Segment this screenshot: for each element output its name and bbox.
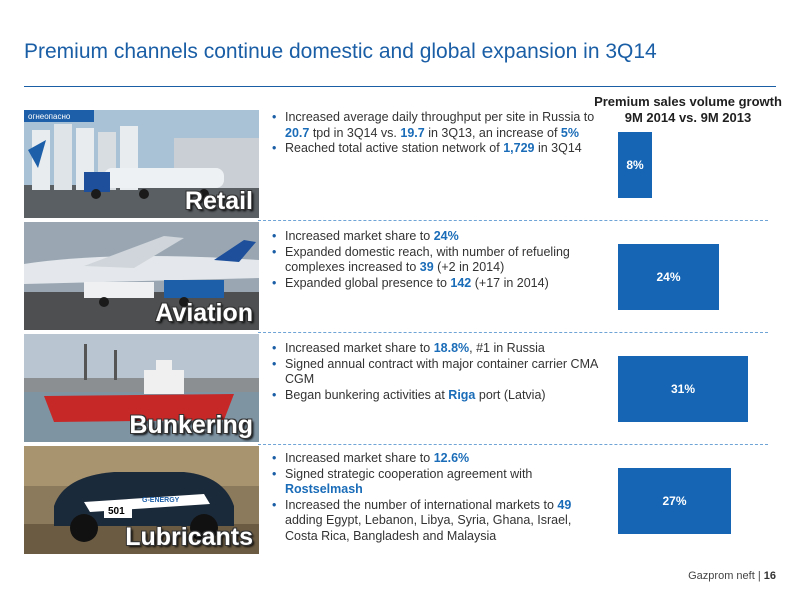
bullet: Expanded global presence to 142 (+17 in … [271,276,606,292]
footer-company: Gazprom neft | [688,570,761,582]
warning-sign-text: огнеопасно [28,112,71,121]
car-brand-decal: G-ENERGY [142,497,180,504]
bar-lubricants [618,468,731,534]
bunkering-photo: Bunkering [24,334,259,442]
bar-aviation [618,244,719,310]
lubricants-photo: 501 G-ENERGY Lubricants [24,446,259,554]
bar-bunkering [618,356,748,422]
retail-photo: огнеопасно Retail [24,110,259,218]
bunkering-bullets: Increased market share to 18.8%, #1 in R… [271,341,606,403]
bar-retail [618,132,652,198]
bullet: Increased market share to 18.8%, #1 in R… [271,341,606,357]
bar-value-label: 27% [662,494,687,508]
bullet: Increased the number of international ma… [271,498,606,545]
footer: Gazprom neft | 16 [688,570,776,582]
bar-value-label: 24% [656,270,681,284]
row-label-lubricants: Lubricants [125,523,253,551]
row-divider [258,220,768,221]
slide-title: Premium channels continue domestic and g… [24,40,657,63]
title-rule [24,86,776,87]
row-divider [258,444,768,445]
bullet: Reached total active station network of … [271,141,606,157]
chart-title-line1: Premium sales volume growth [594,94,782,109]
row-divider [258,332,768,333]
bullet: Increased average daily throughput per s… [271,110,606,141]
bar-value-label: 8% [626,158,644,172]
row-label-retail: Retail [184,187,253,215]
aviation-bullets: Increased market share to 24% Expanded d… [271,229,606,291]
aviation-photo: Aviation [24,222,259,330]
row-label-bunkering: Bunkering [129,411,253,439]
chart-title-line2: 9M 2014 vs. 9M 2013 [624,110,752,125]
row-label-aviation: Aviation [155,299,253,327]
bullet: Expanded domestic reach, with number of … [271,245,606,276]
bar-value-label: 31% [670,382,696,396]
bullet: Signed annual contract with major contai… [271,357,606,388]
bullet: Began bunkering activities at Riga port … [271,388,606,404]
bullet: Signed strategic cooperation agreement w… [271,467,606,498]
retail-bullets: Increased average daily throughput per s… [271,110,606,157]
lubricants-bullets: Increased market share to 12.6% Signed s… [271,451,606,544]
chart-title: Premium sales volume growth 9M 2014 vs. … [588,94,788,126]
bullet: Increased market share to 24% [271,229,606,245]
bullet: Increased market share to 12.6% [271,451,606,467]
car-number: 501 [108,506,125,517]
page-number: 16 [763,570,776,582]
